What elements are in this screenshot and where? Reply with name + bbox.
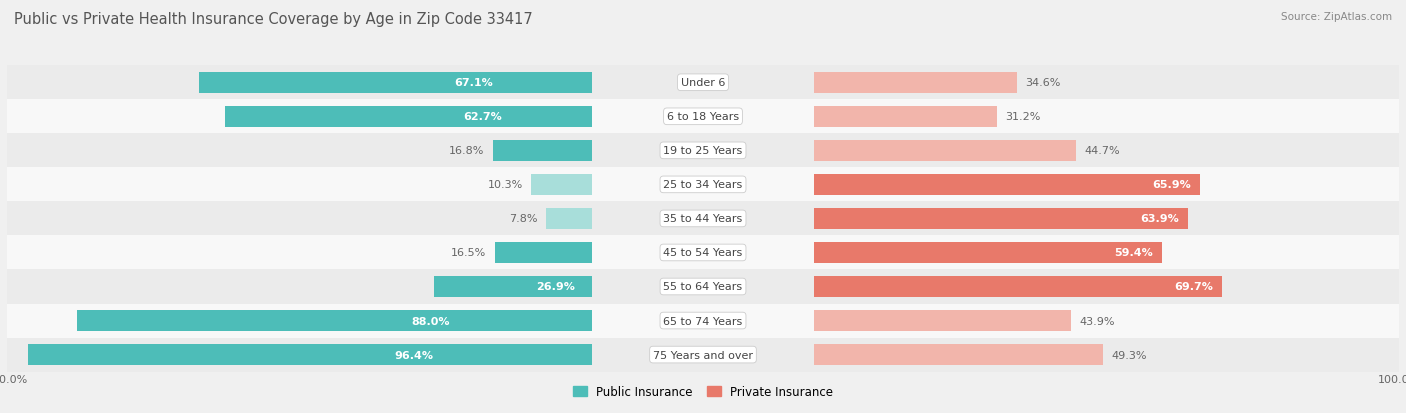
Bar bbox=[7, 100, 592, 134]
Bar bbox=[592, 134, 814, 168]
Bar bbox=[814, 100, 1399, 134]
Bar bbox=[592, 168, 814, 202]
Bar bbox=[7, 236, 592, 270]
Bar bbox=[814, 344, 1102, 365]
Bar bbox=[592, 338, 814, 372]
Text: 34.6%: 34.6% bbox=[1025, 78, 1060, 88]
Text: 6 to 18 Years: 6 to 18 Years bbox=[666, 112, 740, 122]
Bar bbox=[592, 66, 814, 100]
Text: 65 to 74 Years: 65 to 74 Years bbox=[664, 316, 742, 326]
Bar bbox=[814, 73, 1017, 94]
Text: 10.3%: 10.3% bbox=[488, 180, 523, 190]
Bar bbox=[592, 202, 814, 236]
Text: 16.8%: 16.8% bbox=[450, 146, 485, 156]
Bar bbox=[814, 202, 1399, 236]
Bar bbox=[7, 168, 592, 202]
Bar bbox=[814, 310, 1071, 331]
Text: 63.9%: 63.9% bbox=[1140, 214, 1180, 224]
Text: 65.9%: 65.9% bbox=[1152, 180, 1191, 190]
Bar bbox=[814, 304, 1399, 338]
Bar bbox=[7, 202, 592, 236]
Bar bbox=[494, 140, 592, 161]
Bar bbox=[814, 174, 1199, 195]
Bar bbox=[434, 276, 592, 297]
Text: 88.0%: 88.0% bbox=[412, 316, 450, 326]
Text: 7.8%: 7.8% bbox=[509, 214, 537, 224]
Text: Public vs Private Health Insurance Coverage by Age in Zip Code 33417: Public vs Private Health Insurance Cover… bbox=[14, 12, 533, 27]
Bar bbox=[546, 209, 592, 229]
Text: 55 to 64 Years: 55 to 64 Years bbox=[664, 282, 742, 292]
Bar bbox=[7, 304, 592, 338]
Text: 75 Years and over: 75 Years and over bbox=[652, 350, 754, 360]
Bar bbox=[592, 236, 814, 270]
Bar bbox=[200, 73, 592, 94]
Bar bbox=[814, 134, 1399, 168]
Bar bbox=[495, 242, 592, 263]
Text: 26.9%: 26.9% bbox=[537, 282, 575, 292]
Bar bbox=[7, 338, 592, 372]
Text: 45 to 54 Years: 45 to 54 Years bbox=[664, 248, 742, 258]
Bar bbox=[814, 140, 1076, 161]
Bar bbox=[7, 270, 592, 304]
Bar bbox=[814, 209, 1188, 229]
Text: 25 to 34 Years: 25 to 34 Years bbox=[664, 180, 742, 190]
Bar bbox=[7, 134, 592, 168]
Bar bbox=[814, 236, 1399, 270]
Bar bbox=[225, 107, 592, 128]
Bar bbox=[592, 100, 814, 134]
Bar bbox=[592, 304, 814, 338]
Text: 16.5%: 16.5% bbox=[451, 248, 486, 258]
Bar bbox=[531, 174, 592, 195]
Text: 69.7%: 69.7% bbox=[1174, 282, 1213, 292]
Text: 35 to 44 Years: 35 to 44 Years bbox=[664, 214, 742, 224]
Bar bbox=[814, 270, 1399, 304]
Text: 67.1%: 67.1% bbox=[454, 78, 494, 88]
Bar bbox=[7, 66, 592, 100]
Text: 59.4%: 59.4% bbox=[1114, 248, 1153, 258]
Legend: Public Insurance, Private Insurance: Public Insurance, Private Insurance bbox=[568, 381, 838, 403]
Text: 62.7%: 62.7% bbox=[464, 112, 502, 122]
Text: 31.2%: 31.2% bbox=[1005, 112, 1040, 122]
Bar bbox=[814, 168, 1399, 202]
Bar bbox=[28, 344, 592, 365]
Bar bbox=[814, 66, 1399, 100]
Bar bbox=[592, 270, 814, 304]
Text: 49.3%: 49.3% bbox=[1111, 350, 1147, 360]
Text: 96.4%: 96.4% bbox=[395, 350, 433, 360]
Bar bbox=[77, 310, 592, 331]
Text: 44.7%: 44.7% bbox=[1084, 146, 1121, 156]
Bar bbox=[814, 276, 1222, 297]
Text: Under 6: Under 6 bbox=[681, 78, 725, 88]
Text: 43.9%: 43.9% bbox=[1080, 316, 1115, 326]
Text: Source: ZipAtlas.com: Source: ZipAtlas.com bbox=[1281, 12, 1392, 22]
Text: 19 to 25 Years: 19 to 25 Years bbox=[664, 146, 742, 156]
Bar bbox=[814, 107, 997, 128]
Bar bbox=[814, 242, 1161, 263]
Bar bbox=[814, 338, 1399, 372]
